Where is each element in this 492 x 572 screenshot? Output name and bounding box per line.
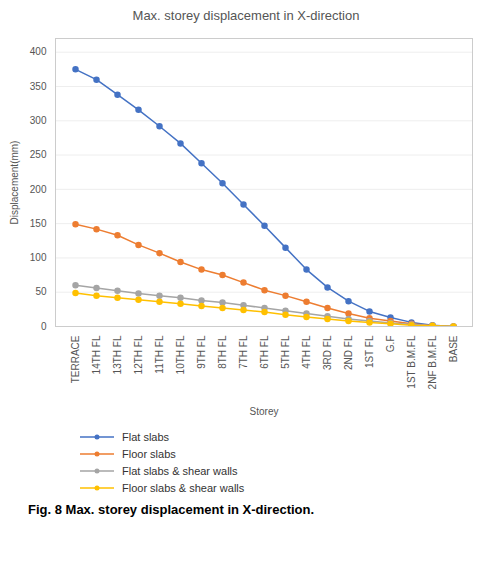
svg-text:BASE: BASE [448,335,459,362]
svg-text:1ST FL: 1ST FL [364,335,375,368]
svg-text:4TH FL: 4TH FL [301,335,312,369]
svg-text:100: 100 [30,252,47,263]
svg-text:150: 150 [30,218,47,229]
svg-text:200: 200 [30,184,47,195]
html-text:Flat slabs & shear walls: Flat slabs & shear walls [122,464,238,477]
svg-text:350: 350 [30,81,47,92]
svg-text:1ST B.M.FL: 1ST B.M.FL [406,335,417,389]
svg-text:11TH FL: 11TH FL [154,335,165,374]
html-text:Floor slabs: Floor slabs [122,447,176,460]
svg-text:Displacement(mm): Displacement(mm) [9,141,20,225]
svg-text:12TH FL: 12TH FL [133,335,144,374]
svg-text:10TH FL: 10TH FL [175,335,186,374]
svg-text:7TH FL: 7TH FL [238,335,249,369]
svg-text:300: 300 [30,115,47,126]
svg-text:2NF B.M.FL: 2NF B.M.FL [427,335,438,389]
svg-text:400: 400 [30,46,47,57]
svg-text:9TH FL: 9TH FL [196,335,207,369]
svg-text:TERRACE: TERRACE [70,335,81,383]
svg-text:13TH FL: 13TH FL [112,335,123,374]
svg-text:14TH FL: 14TH FL [91,335,102,374]
svg-text:8TH FL: 8TH FL [217,335,228,369]
svg-text:5TH FL: 5TH FL [280,335,291,369]
svg-text:2ND FL: 2ND FL [343,335,354,370]
html-text:Floor slabs & shear walls: Floor slabs & shear walls [122,481,245,494]
svg-text:50: 50 [35,286,47,297]
svg-text:G.F: G.F [385,336,396,353]
svg-text:3RD FL: 3RD FL [322,335,333,370]
svg-text:0: 0 [41,321,47,332]
svg-text:Storey: Storey [250,406,279,417]
html-text:Fig. 8 Max. storey displacemen: Fig. 8 Max. storey displacement in X-dir… [28,502,315,517]
svg-text:6TH FL: 6TH FL [259,335,270,369]
html-text:Max. storey displacement in X-: Max. storey displacement in X-direction [132,8,360,23]
html-text:Flat slabs: Flat slabs [122,430,170,443]
svg-text:250: 250 [30,149,47,160]
